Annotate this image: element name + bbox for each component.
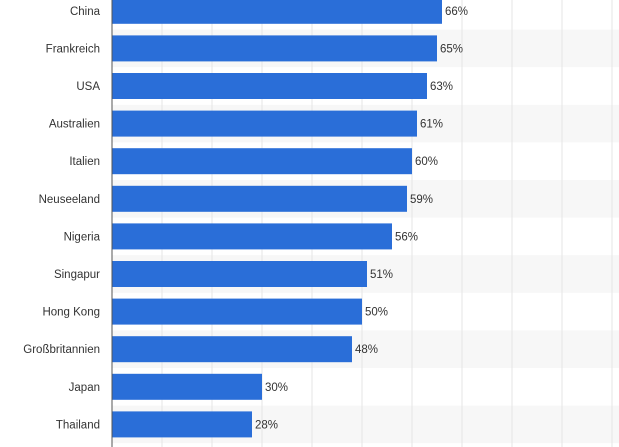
category-label: Italien (69, 156, 100, 168)
category-label: Nigeria (64, 231, 101, 243)
value-label: 66% (445, 6, 468, 18)
category-label: Japan (69, 382, 100, 394)
bar-hong-kong (112, 298, 362, 325)
value-label: 51% (370, 269, 393, 281)
category-label: Hong Kong (42, 307, 100, 319)
value-label: 56% (395, 231, 418, 243)
value-label: 30% (265, 382, 288, 394)
category-label: USA (76, 81, 100, 93)
bar-china (112, 0, 442, 24)
value-label: 59% (410, 194, 433, 206)
bar-nigeria (112, 223, 392, 250)
bar-japan (112, 373, 262, 400)
category-label: Australien (49, 119, 100, 131)
value-label: 28% (255, 419, 278, 431)
value-label: 50% (365, 307, 388, 319)
value-label: 63% (430, 81, 453, 93)
bar-australien (112, 110, 417, 137)
bar-italien (112, 148, 412, 175)
value-label: 61% (420, 119, 443, 131)
value-label: 65% (440, 43, 463, 55)
bar-usa (112, 73, 427, 99)
bar-frankreich (112, 35, 437, 62)
category-label: Großbritannien (23, 344, 100, 356)
category-label: Thailand (56, 419, 100, 431)
value-label: 60% (415, 156, 438, 168)
value-label: 48% (355, 344, 378, 356)
bar-neuseeland (112, 185, 407, 212)
bar-gro-britannien (112, 336, 352, 363)
category-label: Frankreich (46, 43, 100, 55)
category-label: Neuseeland (39, 194, 100, 206)
category-label: China (70, 6, 101, 18)
bar-singapur (112, 261, 367, 287)
category-label: Singapur (54, 269, 100, 281)
bar-thailand (112, 411, 252, 438)
